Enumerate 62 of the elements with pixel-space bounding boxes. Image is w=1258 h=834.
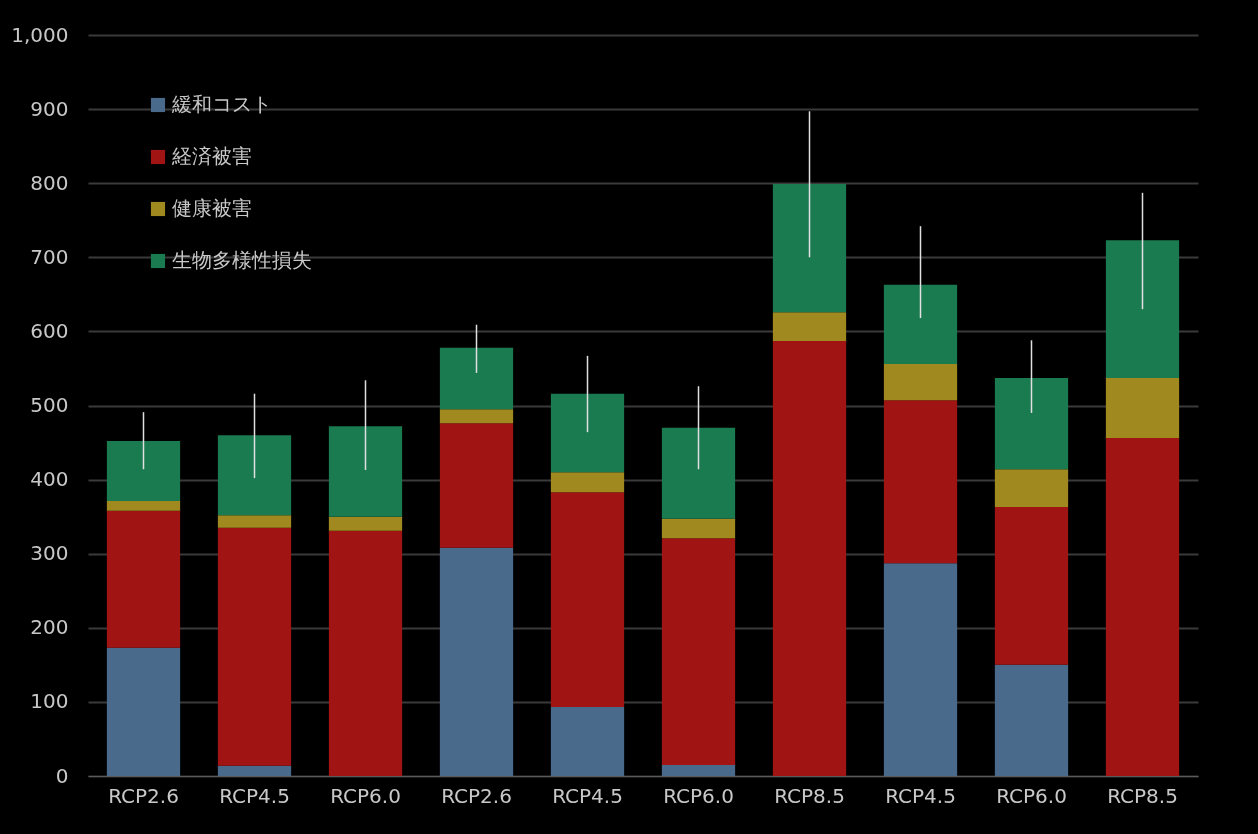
bar	[217, 527, 292, 766]
y-tick-label: 200	[30, 615, 69, 640]
bar	[1105, 378, 1180, 439]
bar	[661, 427, 736, 519]
bar	[439, 547, 514, 776]
x-tick-label: RCP6.0	[330, 783, 401, 808]
y-tick-label: 600	[30, 318, 69, 343]
y-tick-label: 100	[30, 689, 69, 714]
bar	[994, 507, 1069, 665]
bar	[550, 472, 625, 493]
bar	[1105, 240, 1180, 379]
legend-label: 生物多様性損失	[172, 248, 312, 272]
bar	[1105, 438, 1180, 776]
bar	[328, 426, 403, 517]
bar	[550, 393, 625, 473]
x-tick-label: RCP4.5	[552, 783, 623, 808]
y-tick-label: 0	[55, 763, 69, 788]
bar	[106, 441, 181, 502]
x-tick-label: RCP4.5	[885, 783, 956, 808]
bar	[439, 423, 514, 548]
x-tick-label: RCP2.6	[441, 783, 512, 808]
bar	[883, 364, 958, 401]
y-tick-label: 500	[30, 393, 69, 417]
bar	[106, 501, 181, 511]
bar	[106, 510, 181, 648]
bar	[550, 492, 625, 708]
bar	[661, 764, 736, 776]
x-tick-label: RCP6.0	[663, 783, 734, 808]
x-tick-label: RCP8.5	[1107, 783, 1178, 808]
y-tick-label: 400	[30, 467, 69, 492]
y-tick-label: 900	[30, 96, 69, 121]
bar	[550, 707, 625, 776]
bar	[883, 284, 958, 364]
bar	[328, 530, 403, 776]
y-tick-label: 1,000	[11, 22, 69, 47]
x-tick-label: RCP2.6	[108, 783, 179, 808]
x-tick-label: RCP8.5	[774, 783, 845, 808]
bar	[661, 518, 736, 539]
legend-label: 緩和コスト	[171, 92, 272, 116]
bar	[439, 409, 514, 424]
y-tick-label: 700	[30, 244, 69, 269]
bar	[883, 400, 958, 564]
bar	[883, 563, 958, 776]
y-tick-label: 800	[30, 170, 69, 195]
bar	[772, 341, 847, 776]
bar	[772, 312, 847, 342]
bar	[772, 183, 847, 313]
bar	[994, 378, 1069, 470]
legend-label: 経済被害	[171, 144, 252, 168]
x-tick-label: RCP4.5	[219, 783, 290, 808]
legend-label: 健康被害	[172, 196, 252, 220]
bar	[217, 765, 292, 776]
bar	[217, 435, 292, 516]
bar	[994, 469, 1069, 508]
bar	[994, 664, 1069, 776]
bar	[106, 647, 181, 776]
bar	[661, 538, 736, 765]
bar	[328, 516, 403, 531]
y-tick-label: 300	[30, 541, 69, 566]
bar	[217, 515, 292, 528]
bar	[439, 347, 514, 410]
x-tick-label: RCP6.0	[996, 783, 1067, 808]
